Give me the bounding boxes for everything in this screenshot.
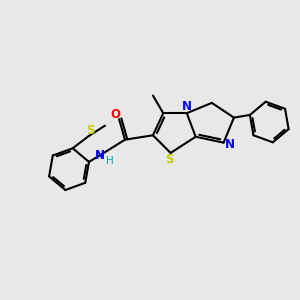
Text: N: N (225, 138, 235, 151)
Text: S: S (86, 124, 94, 137)
Text: S: S (165, 153, 173, 166)
Text: N: N (182, 100, 192, 113)
Text: N: N (95, 149, 105, 162)
Text: O: O (110, 108, 121, 121)
Text: H: H (106, 156, 114, 166)
